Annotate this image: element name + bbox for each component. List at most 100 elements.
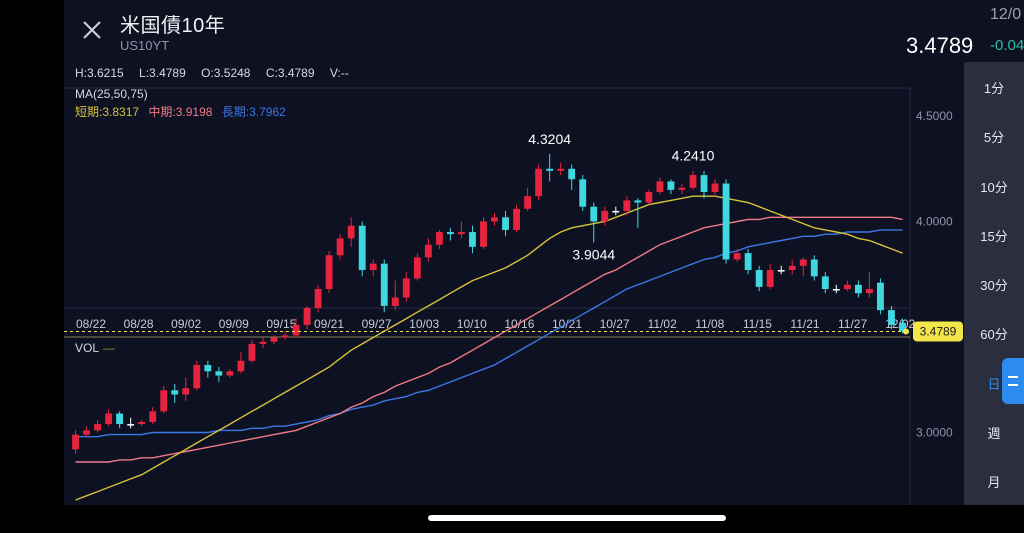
interval-option[interactable]: 週 — [987, 426, 1001, 441]
candle-body — [667, 181, 675, 190]
price-change: -0.04 — [990, 37, 1024, 54]
candle-body — [700, 175, 708, 192]
candle-body — [138, 421, 146, 425]
candle-body — [535, 168, 543, 197]
price-annotation: 4.2410 — [672, 148, 715, 164]
x-tick-label: 08/22 — [76, 317, 106, 331]
candle-body — [116, 413, 124, 425]
candle-body — [204, 364, 212, 372]
close-icon[interactable] — [78, 16, 106, 44]
interval-sidebar: 1分 5分 10分 15分 30分 60分日週月 — [964, 62, 1024, 505]
candle-body — [226, 371, 234, 376]
x-tick-label: 11/15 — [743, 317, 772, 331]
x-tick-label: 11/02 — [648, 317, 677, 331]
candle-body — [259, 341, 267, 344]
x-tick-label: 11/21 — [790, 317, 819, 331]
candle-body — [325, 255, 333, 290]
price-annotation: 3.9044 — [572, 247, 615, 263]
interval-option[interactable]: 1分 — [983, 81, 1005, 96]
interval-option[interactable]: 15分 — [980, 229, 1008, 244]
candle-body — [314, 289, 322, 309]
candle-body — [402, 278, 410, 298]
low-value: L:3.4789 — [139, 66, 186, 80]
candle-body — [358, 225, 366, 271]
candle-body — [182, 388, 190, 395]
candle-body — [480, 221, 487, 247]
candle-body — [656, 181, 664, 192]
candle-body — [744, 253, 752, 271]
candle-body — [336, 238, 344, 256]
candle-body — [435, 232, 443, 245]
candle-body — [568, 168, 576, 180]
candle-body — [502, 217, 509, 230]
ohlc-readout: H:3.6215 L:3.4789 O:3.5248 C:3.4789 V:-- — [75, 66, 361, 80]
candle-body — [755, 270, 763, 287]
candle-body — [821, 276, 829, 290]
interval-option[interactable]: 月 — [987, 475, 1001, 490]
instrument-symbol: US10YT — [120, 38, 170, 53]
candle-body — [391, 297, 399, 306]
close-value: C:3.4789 — [265, 66, 315, 80]
ma-legend: 短期:3.8317 中期:3.9198 長期:3.7962 — [75, 103, 292, 120]
ma-long-label: 長期:3.7962 — [221, 105, 286, 119]
candle-body — [413, 257, 421, 279]
candle-body — [469, 232, 476, 247]
candle-body — [877, 282, 884, 311]
candle-body — [733, 253, 741, 260]
header-date: 12/0 — [990, 6, 1022, 23]
home-indicator[interactable] — [428, 515, 726, 521]
interval-option[interactable]: 5分 — [983, 130, 1005, 145]
candle-body — [612, 210, 620, 213]
last-price-label: 3.4789 — [920, 324, 957, 338]
candle-body — [281, 335, 289, 338]
interval-option[interactable]: 30分 — [980, 278, 1008, 293]
interval-option[interactable]: 60分 — [980, 327, 1008, 342]
volume-panel-label: VOL — — [75, 341, 115, 355]
candle-body — [810, 259, 818, 277]
last-price-badge — [913, 321, 963, 342]
sidebar-toggle-handle[interactable] — [1002, 358, 1024, 404]
candle-body — [601, 210, 609, 222]
x-tick-label: 10/03 — [409, 317, 439, 331]
candle-body — [513, 208, 520, 230]
current-price: 3.4789 — [906, 33, 974, 58]
candle-body — [458, 232, 465, 235]
x-tick-label: 10/10 — [457, 317, 487, 331]
candle-body — [424, 244, 432, 258]
candle-body — [689, 175, 697, 188]
x-tick-label: 08/28 — [124, 317, 154, 331]
header: 米国債10年 US10YT 12/0 3.4789 -0.04 — [64, 0, 1024, 62]
candle-body — [557, 168, 565, 171]
volume-value-dash: — — [103, 341, 116, 355]
candle-body — [160, 390, 168, 412]
candle-body — [777, 270, 785, 272]
candle-body — [854, 284, 862, 294]
volume-label: VOL — [75, 341, 100, 355]
candle-body — [711, 183, 719, 192]
x-tick-label: 10/27 — [600, 317, 630, 331]
candle-body — [105, 413, 113, 425]
candle-body — [678, 187, 686, 190]
candle-body — [634, 200, 642, 203]
y-tick-label: 4.0000 — [916, 215, 953, 229]
candle-body — [843, 284, 851, 290]
volume-value: V:-- — [329, 66, 349, 80]
candle-body — [446, 232, 454, 235]
x-tick-label: 11/08 — [695, 317, 724, 331]
x-tick-label: 09/27 — [362, 317, 392, 331]
ma-mid-line — [75, 216, 903, 463]
interval-option[interactable]: 日 — [987, 377, 1001, 392]
candle-body — [645, 191, 653, 203]
candle-body — [303, 308, 311, 325]
candle-body — [491, 217, 498, 222]
interval-option[interactable]: 10分 — [980, 180, 1008, 195]
high-value: H:3.6215 — [75, 66, 124, 80]
y-tick-label: 4.5000 — [916, 109, 953, 123]
candle-body — [832, 289, 840, 291]
price-chart[interactable]: 4.50004.00003.50003.000008/2208/2809/020… — [64, 0, 1024, 505]
x-tick-label: 09/02 — [171, 317, 201, 331]
open-value: O:3.5248 — [201, 66, 251, 80]
candle-body — [546, 168, 554, 171]
x-tick-label: 09/09 — [219, 317, 249, 331]
candle-body — [171, 390, 179, 395]
